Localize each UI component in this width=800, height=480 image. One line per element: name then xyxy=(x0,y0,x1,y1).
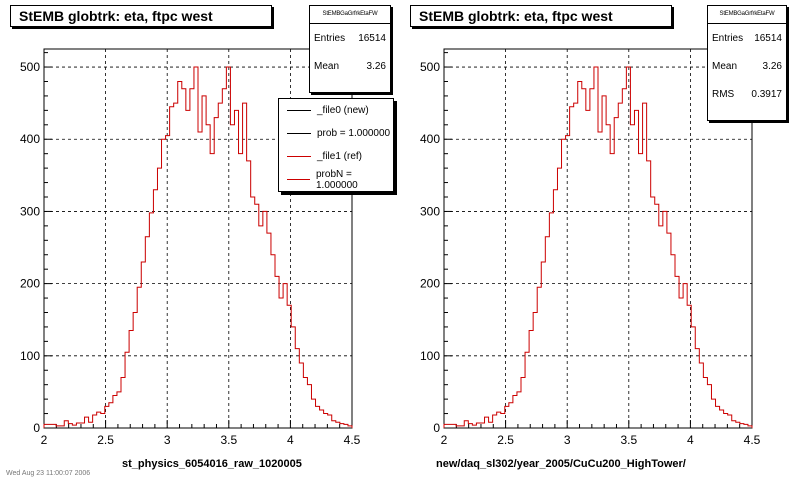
x-tick-label: 3 xyxy=(164,433,171,447)
legend-entry: probN = 1.000000 xyxy=(279,168,393,191)
stats-value: 3.26 xyxy=(762,60,782,72)
left-x-axis-label: st_physics_6054016_raw_1020005 xyxy=(122,458,302,470)
x-tick-label: 4.5 xyxy=(344,433,361,447)
legend-label: probN = 1.000000 xyxy=(316,168,358,191)
left-legend: _file0 (new) prob = 1.000000 _file1 (ref… xyxy=(278,98,394,192)
stats-value: 3.26 xyxy=(366,60,386,72)
left-stats-header: StEMBGaGrfrkEtaFW xyxy=(310,6,390,24)
right-plot-title: StEMB globtrk: eta, ftpc west xyxy=(410,5,672,27)
footer-timestamp: Wed Aug 23 11:00:07 2006 xyxy=(6,470,91,477)
legend-entry: _file0 (new) xyxy=(279,99,393,122)
x-tick-label: 2 xyxy=(41,433,48,447)
y-tick-label: 200 xyxy=(20,277,40,291)
histogram-series-line xyxy=(43,66,353,428)
left-stats-box: StEMBGaGrfrkEtaFW Entries 16514 Mean 3.2… xyxy=(309,5,391,93)
legend-label: prob = 1.000000 xyxy=(317,128,391,139)
x-tick-label: 4 xyxy=(287,433,294,447)
x-tick-label: 3.5 xyxy=(220,433,237,447)
legend-line-icon xyxy=(287,179,310,180)
legend-label: _file0 (new) xyxy=(317,105,369,116)
right-stats-header: StEMBGaGrfrkEtaFW xyxy=(708,6,786,24)
right-x-axis-label: new/daq_sl302/year_2005/CuCu200_HighTowe… xyxy=(436,458,686,470)
legend-line-icon xyxy=(287,133,311,134)
legend-entry: prob = 1.000000 xyxy=(279,122,393,145)
y-tick-label: 300 xyxy=(20,204,40,218)
stats-value: 16514 xyxy=(754,32,782,44)
right-stats-row: RMS 0.3917 xyxy=(708,80,786,108)
stats-value: 0.3917 xyxy=(751,88,782,100)
stats-label: Mean xyxy=(314,60,340,72)
y-tick-label: 100 xyxy=(20,349,40,363)
y-tick-label: 500 xyxy=(20,60,40,74)
left-stats-row: Mean 3.26 xyxy=(310,52,390,80)
legend-line-icon xyxy=(287,110,311,111)
stats-label: Entries xyxy=(314,32,346,44)
left-plot-title: StEMB globtrk: eta, ftpc west xyxy=(10,5,272,27)
stats-label: Entries xyxy=(712,32,744,44)
right-stats-row: Entries 16514 xyxy=(708,24,786,52)
right-stats-row: Mean 3.26 xyxy=(708,52,786,80)
stats-label: Mean xyxy=(712,60,738,72)
right-stats-box: StEMBGaGrfrkEtaFW Entries 16514 Mean 3.2… xyxy=(707,5,787,121)
stats-label: RMS xyxy=(712,88,735,100)
stats-value: 16514 xyxy=(358,32,386,44)
legend-entry: _file1 (ref) xyxy=(279,145,393,168)
legend-label: _file1 (ref) xyxy=(317,151,363,162)
y-tick-label: 400 xyxy=(20,132,40,146)
legend-line-icon xyxy=(287,156,311,157)
x-tick-label: 2.5 xyxy=(97,433,114,447)
y-tick-label: 0 xyxy=(33,421,40,435)
left-stats-row: Entries 16514 xyxy=(310,24,390,52)
